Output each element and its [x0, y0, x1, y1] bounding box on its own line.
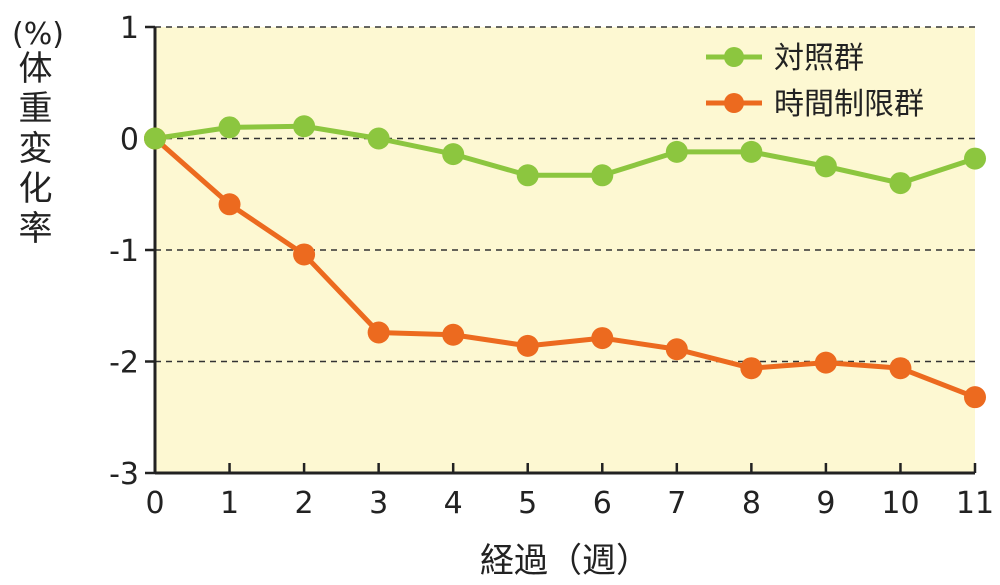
x-tick-label: 7	[667, 486, 686, 521]
x-tick-label: 9	[816, 486, 835, 521]
data-point	[889, 357, 912, 380]
legend-label: 対照群	[774, 41, 864, 76]
series-lines	[144, 115, 986, 409]
data-point	[964, 386, 986, 409]
data-point	[591, 327, 614, 350]
data-point	[367, 127, 390, 150]
legend-label: 時間制限群	[774, 87, 924, 122]
x-tick-label: 10	[881, 486, 919, 521]
x-tick-label: 8	[742, 486, 761, 521]
data-point	[442, 143, 465, 166]
series-line	[153, 136, 976, 400]
data-point	[442, 323, 465, 346]
data-point	[889, 172, 912, 195]
legend-swatch-marker	[724, 47, 744, 67]
x-tick-label: 1	[220, 486, 239, 521]
x-tick-label: 3	[369, 486, 388, 521]
data-point	[814, 351, 837, 374]
data-point	[218, 193, 241, 216]
data-point	[218, 116, 241, 139]
data-point	[591, 164, 614, 187]
data-point	[367, 321, 390, 344]
data-point	[964, 147, 986, 170]
x-tick-label: 2	[295, 486, 314, 521]
data-point	[665, 338, 688, 361]
y-tick-label: -1	[109, 234, 139, 269]
y-unit-label: (%)	[12, 17, 64, 52]
x-tick-label: 6	[593, 486, 612, 521]
y-tick-label: 1	[120, 11, 139, 46]
data-point	[293, 243, 316, 266]
x-tick-label: 0	[145, 486, 164, 521]
x-tick-label: 11	[956, 486, 994, 521]
x-tick-label: 5	[518, 486, 537, 521]
y-tick-label: -3	[109, 457, 139, 492]
x-axis-title: 経過（週）	[480, 541, 650, 581]
data-point	[740, 140, 763, 163]
series-line	[154, 123, 976, 186]
data-point	[516, 164, 539, 187]
gridlines	[155, 26, 975, 363]
data-point	[740, 357, 763, 380]
y-axis-title: 体重変化率	[12, 50, 52, 250]
axis-ticks: 10-1-2-30 1 2 3 4 5 6 7 8 9 10 11	[109, 11, 994, 521]
data-point	[665, 140, 688, 163]
data-point	[144, 127, 166, 150]
data-point	[516, 334, 539, 357]
data-point	[293, 115, 316, 138]
y-tick-label: 0	[120, 123, 139, 158]
x-tick-label: 4	[444, 486, 463, 521]
data-point	[814, 155, 837, 178]
legend-swatch-marker	[724, 93, 744, 113]
y-tick-label: -2	[109, 346, 139, 381]
